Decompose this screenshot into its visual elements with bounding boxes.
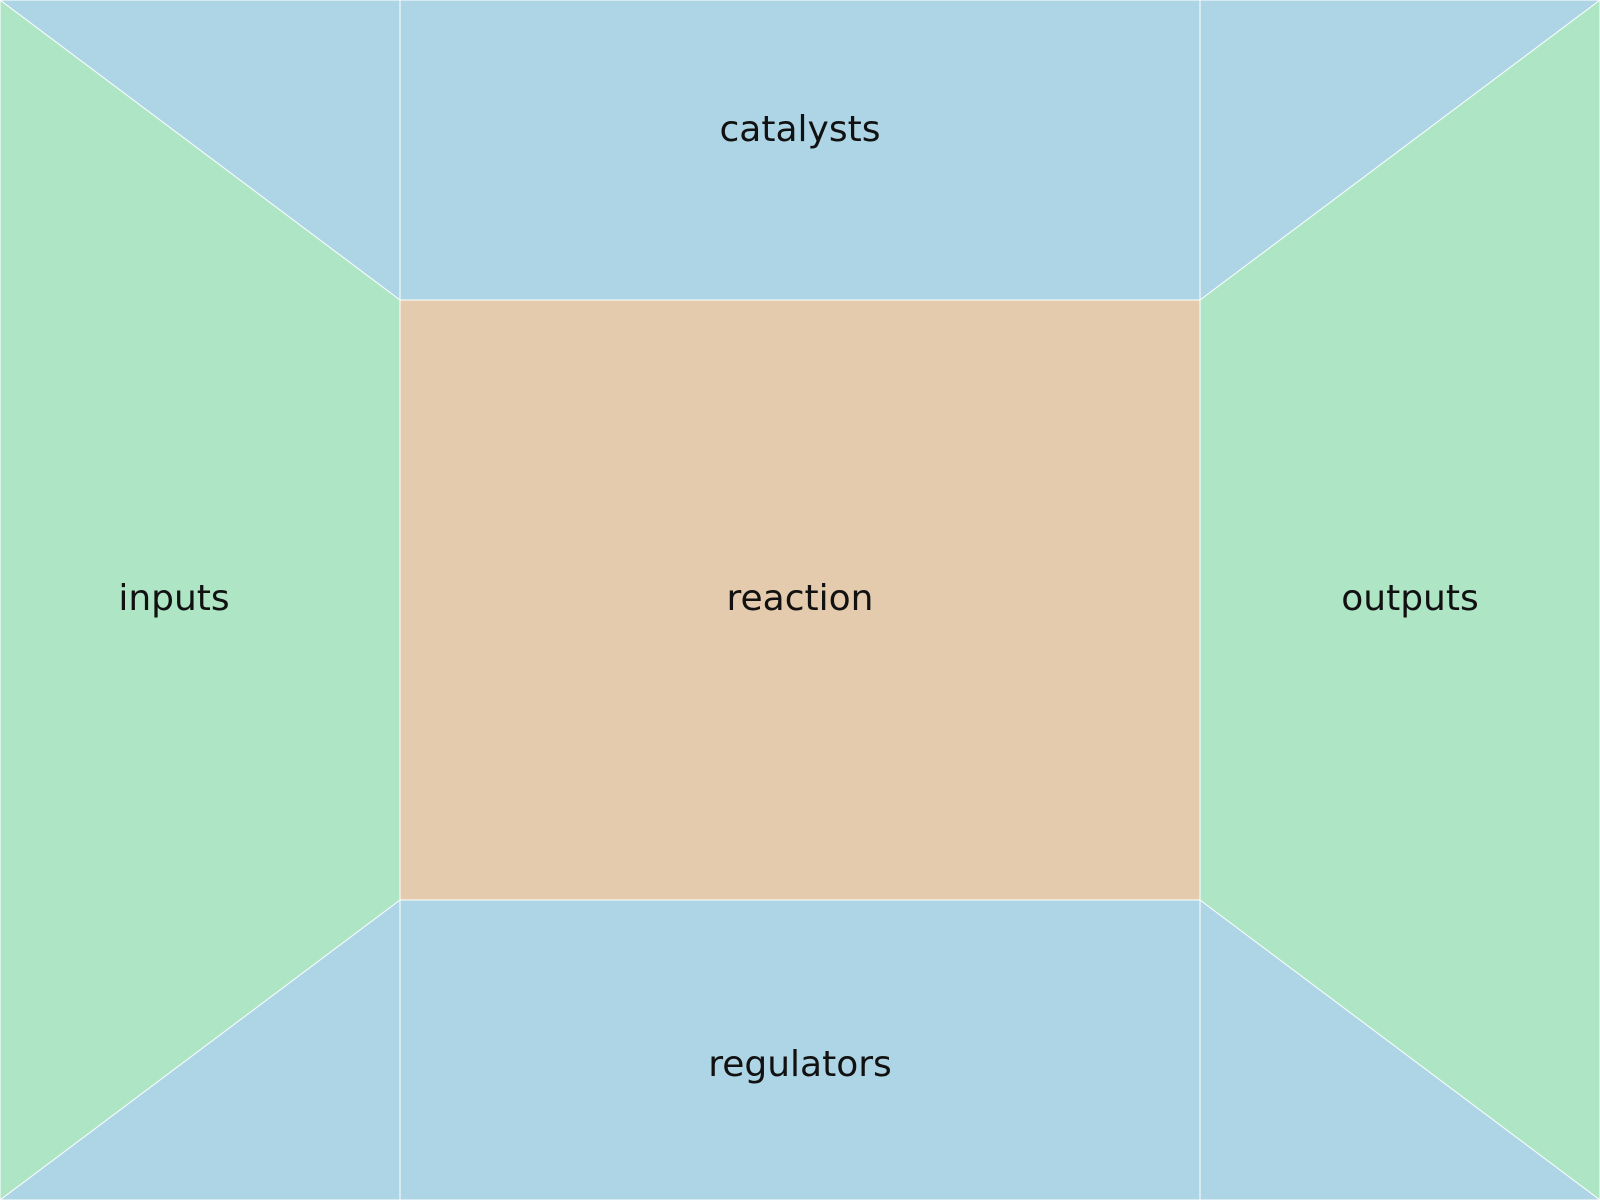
regulators-label: regulators xyxy=(708,1044,892,1085)
reaction-label: reaction xyxy=(727,578,874,619)
inputs-label: inputs xyxy=(118,578,229,619)
outputs-label: outputs xyxy=(1341,578,1479,619)
catalysts-region xyxy=(399,0,1201,301)
regulators-region xyxy=(399,899,1201,1200)
reaction-region xyxy=(399,299,1201,901)
catalysts-label: catalysts xyxy=(720,109,881,150)
